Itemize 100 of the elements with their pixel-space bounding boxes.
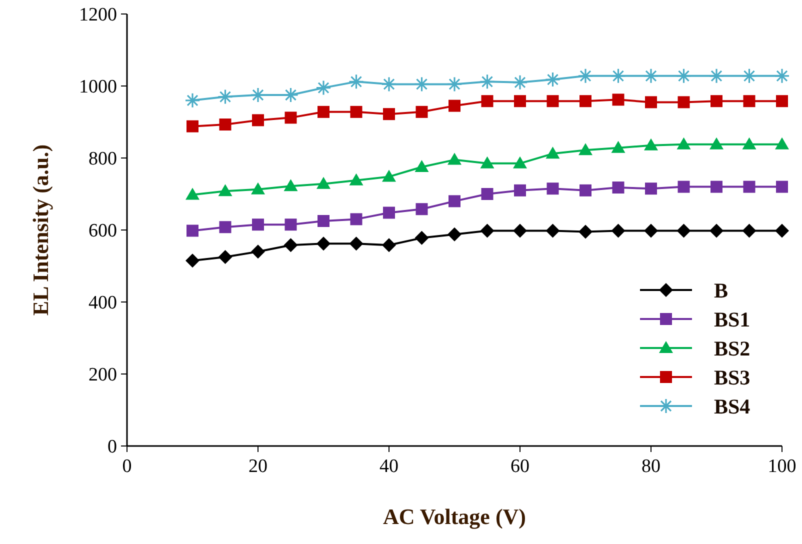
point	[416, 203, 428, 216]
point	[645, 96, 657, 108]
point	[318, 215, 330, 227]
point	[350, 213, 362, 226]
point	[184, 92, 200, 108]
point	[252, 114, 264, 126]
point	[578, 224, 592, 239]
point	[349, 236, 364, 251]
x-tick-label: 100	[768, 456, 796, 477]
point	[480, 224, 494, 238]
point	[381, 76, 397, 92]
point	[710, 137, 724, 150]
point	[776, 95, 788, 108]
point	[186, 254, 200, 268]
point	[678, 96, 690, 108]
point	[316, 80, 332, 96]
point	[612, 182, 624, 194]
point	[416, 106, 428, 118]
point	[611, 224, 626, 238]
point	[284, 238, 298, 252]
legend-label: BS3	[714, 365, 750, 390]
point	[676, 137, 691, 150]
point	[348, 74, 364, 90]
point	[446, 76, 462, 92]
point	[514, 95, 526, 108]
point	[544, 72, 561, 88]
point	[284, 179, 298, 192]
point	[776, 180, 788, 193]
point	[546, 182, 559, 195]
point	[546, 95, 559, 108]
point	[775, 137, 789, 150]
point	[318, 106, 330, 118]
point	[741, 68, 758, 84]
point	[218, 184, 232, 196]
point	[186, 120, 198, 132]
point	[676, 224, 691, 238]
point	[414, 76, 430, 92]
point	[710, 95, 722, 108]
point	[580, 184, 592, 196]
point	[644, 138, 658, 150]
point	[708, 68, 724, 84]
point	[349, 173, 364, 186]
point	[479, 74, 496, 90]
point	[775, 224, 789, 238]
y-tick-label: 800	[88, 148, 117, 170]
point	[448, 195, 460, 208]
point	[743, 180, 756, 193]
point	[578, 143, 592, 156]
x-tick-label: 0	[122, 456, 132, 477]
point	[218, 250, 232, 264]
point	[186, 224, 198, 237]
point	[645, 182, 657, 195]
y-tick-label: 400	[88, 292, 117, 314]
point	[350, 106, 362, 118]
point	[743, 95, 756, 108]
y-tick-label: 1000	[79, 76, 117, 98]
point	[251, 244, 265, 259]
point	[710, 224, 724, 238]
y-tick-label: 1200	[79, 4, 117, 26]
point	[678, 180, 690, 193]
y-tick-label: 600	[88, 220, 117, 242]
x-axis-title: AC Voltage (V)	[383, 504, 526, 529]
point	[546, 224, 560, 238]
point	[284, 218, 297, 231]
point	[252, 218, 264, 231]
point	[610, 68, 626, 84]
legend-label: BS2	[714, 336, 750, 360]
point	[448, 152, 462, 165]
point	[481, 188, 494, 200]
point	[644, 224, 658, 238]
point	[219, 118, 232, 131]
x-tick-label: 40	[380, 456, 398, 477]
point	[448, 227, 462, 242]
point	[611, 140, 626, 153]
legend-label: BS4	[714, 394, 751, 418]
point	[578, 68, 594, 84]
point	[480, 156, 494, 168]
point	[774, 68, 790, 84]
point	[186, 188, 200, 200]
point	[676, 68, 692, 84]
point	[219, 221, 232, 234]
x-tick-label: 20	[248, 456, 268, 477]
point	[514, 184, 526, 196]
point	[742, 137, 756, 150]
point	[643, 68, 659, 84]
point	[513, 156, 527, 168]
x-tick-label: 60	[510, 456, 530, 477]
y-tick-label: 0	[108, 436, 117, 458]
point	[612, 94, 624, 106]
point	[481, 95, 494, 108]
point	[414, 230, 429, 245]
point	[382, 170, 396, 182]
point	[448, 100, 460, 112]
point	[383, 108, 395, 120]
point	[512, 74, 528, 90]
point	[513, 224, 527, 238]
point	[251, 182, 265, 194]
point	[710, 180, 722, 193]
point	[217, 89, 234, 105]
legend-label: B	[714, 278, 728, 302]
